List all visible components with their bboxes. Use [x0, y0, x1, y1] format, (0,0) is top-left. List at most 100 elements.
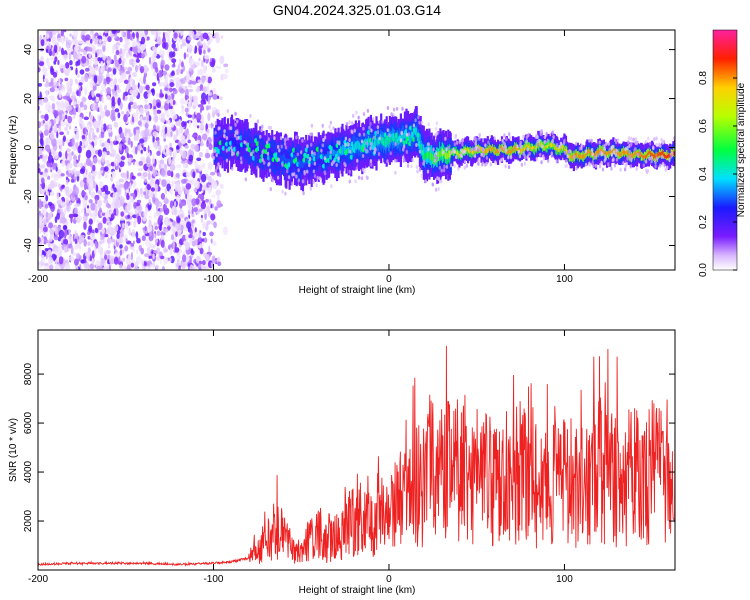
noise-speckle: [197, 41, 201, 47]
noise-speckle: [132, 160, 135, 166]
noise-speckle: [153, 114, 159, 124]
noise-speckle: [137, 205, 143, 213]
noise-speckle: [220, 35, 224, 39]
noise-speckle: [39, 154, 43, 159]
noise-speckle: [205, 74, 209, 83]
noise-speckle: [115, 207, 119, 216]
noise-speckle: [78, 82, 83, 86]
noise-speckle: [85, 149, 92, 159]
noise-speckle: [176, 210, 179, 217]
noise-speckle: [159, 224, 162, 231]
noise-speckle: [152, 108, 158, 117]
noise-speckle: [103, 238, 106, 244]
noise-speckle: [107, 204, 111, 209]
noise-speckle: [187, 202, 192, 210]
noise-speckle: [43, 156, 46, 164]
noise-speckle: [164, 103, 169, 111]
noise-speckle: [196, 85, 201, 93]
noise-speckle: [201, 75, 206, 84]
noise-speckle: [69, 33, 72, 37]
noise-speckle: [163, 198, 169, 205]
noise-speckle: [103, 166, 109, 172]
noise-speckle: [202, 231, 206, 237]
noise-speckle: [75, 61, 79, 67]
noise-speckle: [56, 192, 60, 201]
noise-speckle: [71, 151, 74, 156]
noise-speckle: [212, 181, 218, 190]
noise-speckle: [38, 200, 43, 210]
noise-speckle: [208, 175, 212, 183]
noise-speckle: [126, 170, 129, 179]
noise-speckle: [60, 30, 64, 37]
noise-speckle: [199, 247, 204, 255]
noise-speckle: [134, 54, 140, 58]
noise-speckle: [185, 171, 191, 177]
noise-speckle: [49, 228, 55, 235]
noise-speckle: [219, 96, 224, 101]
noise-speckle: [198, 208, 203, 212]
noise-speckle: [150, 244, 156, 249]
noise-speckle: [178, 213, 184, 218]
noise-speckle: [152, 168, 158, 177]
noise-speckle: [143, 91, 149, 99]
noise-speckle: [143, 191, 147, 196]
noise-speckle: [191, 198, 197, 207]
noise-speckle: [124, 245, 129, 252]
noise-speckle: [179, 233, 183, 238]
noise-speckle: [171, 234, 174, 241]
noise-speckle: [56, 173, 62, 178]
noise-speckle: [159, 89, 163, 94]
noise-speckle: [62, 225, 68, 230]
noise-speckle: [79, 192, 82, 200]
noise-speckle: [58, 46, 62, 52]
noise-speckle: [44, 103, 50, 111]
noise-speckle: [88, 199, 93, 204]
noise-speckle: [133, 220, 137, 229]
noise-speckle: [175, 173, 180, 178]
noise-speckle: [89, 263, 95, 270]
noise-speckle: [193, 119, 198, 128]
noise-speckle: [130, 262, 135, 268]
noise-speckle: [161, 265, 166, 270]
noise-speckle: [187, 36, 193, 41]
noise-speckle: [135, 261, 139, 268]
noise-speckle: [116, 232, 120, 239]
noise-speckle: [149, 264, 154, 268]
noise-speckle: [126, 203, 132, 212]
noise-speckle: [151, 231, 154, 240]
noise-speckle: [125, 258, 131, 265]
noise-speckle: [126, 264, 131, 270]
noise-speckle: [104, 213, 108, 218]
noise-speckle: [176, 253, 181, 260]
noise-speckle: [132, 71, 137, 78]
noise-speckle: [165, 221, 170, 227]
noise-speckle: [181, 150, 187, 159]
noise-speckle: [175, 231, 178, 238]
noise-speckle: [128, 40, 131, 47]
noise-speckle: [87, 72, 92, 80]
noise-speckle: [39, 110, 42, 114]
noise-speckle: [77, 74, 80, 78]
noise-speckle: [83, 104, 88, 111]
noise-speckle: [106, 250, 111, 255]
noise-speckle: [103, 199, 109, 204]
noise-speckle: [79, 234, 85, 238]
noise-speckle: [138, 167, 143, 172]
noise-speckle: [45, 184, 48, 193]
noise-speckle: [145, 266, 151, 270]
noise-speckle: [95, 184, 99, 193]
noise-speckle: [133, 127, 137, 136]
noise-speckle: [74, 244, 79, 250]
noise-speckle: [126, 192, 130, 200]
noise-speckle: [113, 77, 117, 87]
noise-speckle: [194, 160, 198, 168]
noise-speckle: [175, 120, 181, 127]
noise-speckle: [63, 121, 68, 126]
noise-speckle: [101, 192, 105, 198]
noise-speckle: [201, 240, 205, 248]
noise-speckle: [45, 57, 50, 66]
noise-speckle: [175, 194, 181, 202]
noise-speckle: [111, 88, 116, 93]
noise-speckle: [97, 149, 103, 157]
